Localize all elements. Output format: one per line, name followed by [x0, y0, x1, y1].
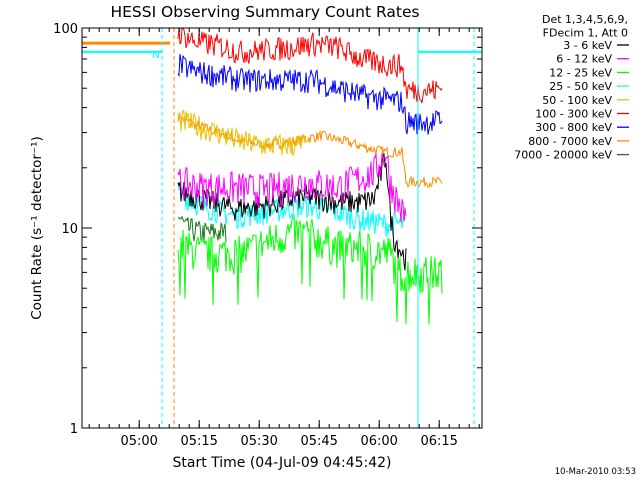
- y-axis-label: Count Rate (s⁻¹ detector⁻¹): [29, 136, 45, 320]
- legend-label-7000-20000-kev: 7000 - 20000 keV: [514, 149, 612, 162]
- legend-label-100-300-kev: 100 - 300 keV: [535, 108, 612, 121]
- legend-label-3-6-kev: 3 - 6 keV: [563, 39, 612, 52]
- legend-label-800-7000-kev: 800 - 7000 keV: [528, 135, 612, 148]
- legend-label-300-800-kev: 300 - 800 keV: [535, 121, 612, 134]
- y-tick-label: 10: [61, 222, 78, 237]
- series-3-6-kev: [177, 152, 407, 271]
- y-tick-label: 100: [53, 22, 78, 37]
- series-50-100-kev: [177, 109, 307, 156]
- series-800-7000-kev: [82, 41, 443, 188]
- legend-header-line: Det 1,3,4,5,6,9,: [542, 13, 628, 26]
- x-tick-label: 05:15: [180, 434, 217, 449]
- x-axis-label: Start Time (04-Jul-09 04:45:42): [172, 455, 391, 471]
- x-tick-label: 06:15: [420, 434, 457, 449]
- footer-date: 10-Mar-2010 03:53: [555, 467, 636, 477]
- y-tick-label: 1: [70, 422, 78, 437]
- legend-header-line: FDecim 1, Att 0: [543, 27, 628, 40]
- x-tick-label: 05:45: [300, 434, 337, 449]
- series-6-12-kev: [177, 153, 407, 223]
- axis-tick-layer: 05:00 05:15 05:30 05:45 06:00 06:15 1 10 100: [53, 22, 482, 449]
- legend-label-50-100-kev: 50 - 100 keV: [542, 94, 612, 107]
- legend: Det 1,3,4,5,6,9,FDecim 1, Att 03 - 6 keV…: [514, 13, 629, 162]
- chart-title: HESSI Observing Summary Count Rates: [110, 3, 419, 21]
- legend-label-25-50-kev: 25 - 50 keV: [549, 80, 612, 93]
- series-800-7000-kev-trace: [177, 112, 443, 188]
- series-100-300-kev: [177, 27, 443, 104]
- legend-label-12-25-kev: 12 - 25 keV: [549, 66, 612, 79]
- legend-label-6-12-kev: 6 - 12 keV: [556, 53, 612, 66]
- series-25-50-kev: [177, 182, 407, 237]
- series-300-800-kev: [177, 53, 443, 135]
- x-tick-label: 05:00: [120, 434, 157, 449]
- flag-label: N: [152, 50, 159, 61]
- x-tick-label: 05:30: [240, 434, 277, 449]
- x-tick-label: 06:00: [360, 434, 397, 449]
- series-layer: N: [82, 27, 482, 325]
